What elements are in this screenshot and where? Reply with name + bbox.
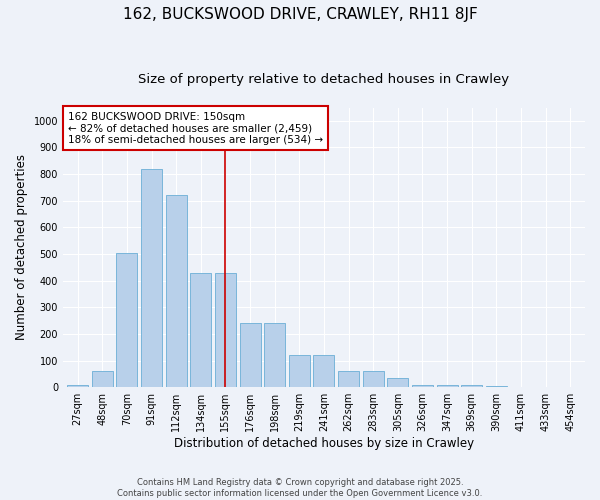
- Bar: [92, 371, 113, 387]
- Bar: [67, 384, 88, 387]
- Text: Contains HM Land Registry data © Crown copyright and database right 2025.
Contai: Contains HM Land Registry data © Crown c…: [118, 478, 482, 498]
- Bar: [116, 252, 137, 387]
- Bar: [264, 324, 285, 387]
- Bar: [486, 386, 507, 387]
- Bar: [190, 272, 211, 387]
- Bar: [437, 384, 458, 387]
- Bar: [338, 371, 359, 387]
- Title: Size of property relative to detached houses in Crawley: Size of property relative to detached ho…: [139, 72, 509, 86]
- Bar: [363, 371, 383, 387]
- Bar: [215, 272, 236, 387]
- Bar: [388, 378, 409, 387]
- Y-axis label: Number of detached properties: Number of detached properties: [15, 154, 28, 340]
- Text: 162 BUCKSWOOD DRIVE: 150sqm
← 82% of detached houses are smaller (2,459)
18% of : 162 BUCKSWOOD DRIVE: 150sqm ← 82% of det…: [68, 112, 323, 145]
- Bar: [412, 384, 433, 387]
- Bar: [166, 196, 187, 387]
- X-axis label: Distribution of detached houses by size in Crawley: Distribution of detached houses by size …: [174, 437, 474, 450]
- Bar: [141, 169, 162, 387]
- Bar: [289, 355, 310, 387]
- Bar: [461, 384, 482, 387]
- Text: 162, BUCKSWOOD DRIVE, CRAWLEY, RH11 8JF: 162, BUCKSWOOD DRIVE, CRAWLEY, RH11 8JF: [122, 8, 478, 22]
- Bar: [313, 355, 334, 387]
- Bar: [239, 324, 260, 387]
